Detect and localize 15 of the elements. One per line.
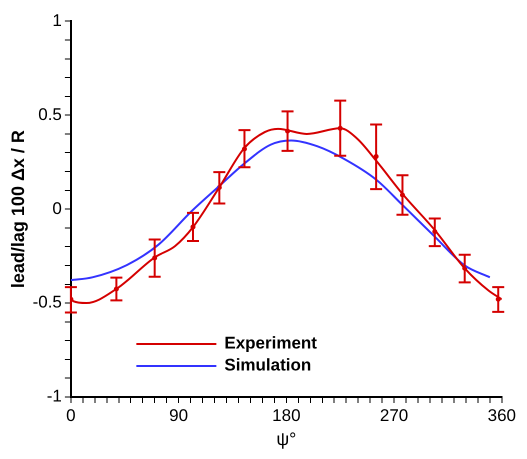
x-tick-label: 0 bbox=[66, 406, 76, 425]
legend-label: Simulation bbox=[224, 356, 312, 375]
y-tick-label: 0 bbox=[52, 198, 62, 218]
x-tick-label: 90 bbox=[169, 406, 188, 425]
line-series bbox=[70, 140, 491, 282]
x-tick-label: 180 bbox=[272, 406, 301, 425]
y-tick-label: -0.5 bbox=[32, 292, 62, 312]
y-tick-label: 1 bbox=[52, 10, 62, 30]
y-tick-label: 0.5 bbox=[38, 104, 62, 124]
x-tick-label: 360 bbox=[488, 406, 516, 425]
y-axis-title: lead/lag 100 Δx / R bbox=[8, 130, 28, 288]
x-tick-label: 270 bbox=[380, 406, 408, 425]
y-tick-label: -1 bbox=[46, 386, 62, 406]
x-axis-title: ψ° bbox=[276, 429, 296, 450]
legend-label: Experiment bbox=[224, 334, 318, 353]
